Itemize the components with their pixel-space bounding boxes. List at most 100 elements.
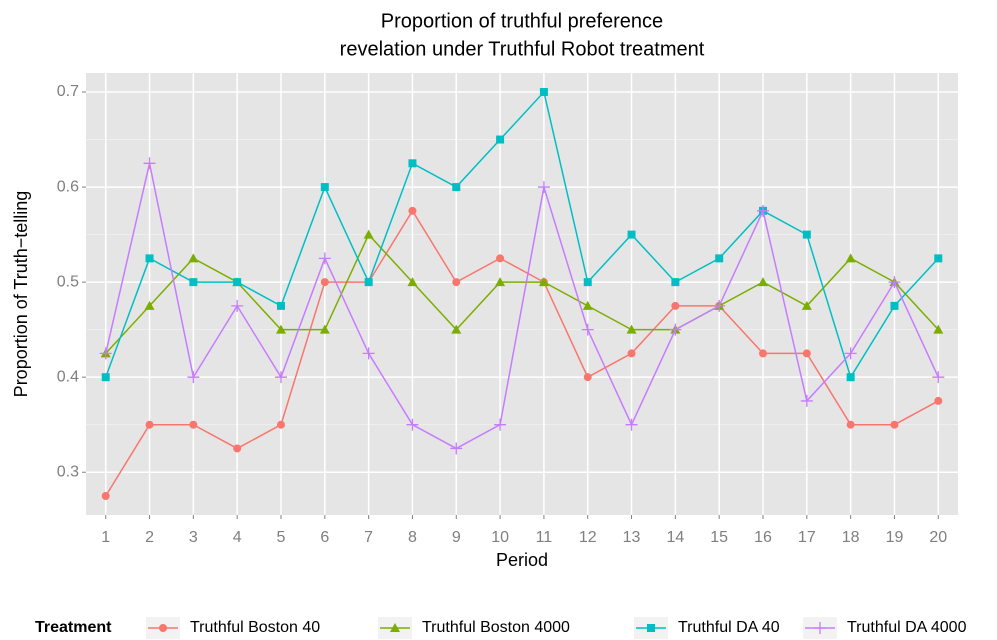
- point: [274, 371, 287, 384]
- point: [101, 373, 110, 382]
- point: [320, 278, 329, 287]
- point: [759, 349, 768, 358]
- x-tick-label: 9: [452, 529, 461, 546]
- x-tick-label: 14: [666, 529, 684, 546]
- point: [846, 373, 855, 382]
- point: [890, 420, 899, 429]
- point: [233, 278, 242, 287]
- point: [583, 373, 592, 382]
- point: [496, 254, 505, 263]
- x-tick-label: 5: [277, 529, 286, 546]
- point: [187, 371, 200, 384]
- series-line: [105, 90, 939, 379]
- chart-title: Proportion of truthful preference: [381, 10, 663, 32]
- point: [319, 324, 330, 334]
- x-axis-label: Period: [496, 550, 548, 570]
- point: [496, 135, 505, 144]
- point: [363, 229, 374, 239]
- point: [846, 420, 855, 429]
- point: [101, 491, 110, 500]
- point: [802, 230, 811, 239]
- point: [233, 444, 242, 453]
- point: [275, 324, 286, 334]
- legend-label: Truthful DA 4000: [847, 619, 967, 636]
- x-tick-label: 4: [233, 529, 242, 546]
- point: [801, 300, 812, 310]
- point: [451, 324, 462, 334]
- point: [626, 324, 637, 334]
- point: [758, 277, 769, 287]
- point: [231, 299, 244, 312]
- series-line: [105, 209, 939, 497]
- point: [934, 254, 943, 263]
- point: [932, 371, 945, 384]
- x-tick-label: 15: [710, 529, 728, 546]
- x-tick-label: 17: [798, 529, 816, 546]
- point: [669, 323, 682, 336]
- point: [408, 159, 417, 168]
- legend-title: Treatment: [35, 619, 112, 636]
- y-axis-label: Proportion of Truth−telling: [11, 191, 31, 398]
- point: [625, 418, 638, 431]
- x-tick-label: 8: [408, 529, 417, 546]
- point: [890, 301, 899, 310]
- point: [537, 181, 550, 194]
- point: [364, 278, 373, 287]
- point: [671, 301, 680, 310]
- point: [406, 418, 419, 431]
- point: [582, 300, 593, 310]
- x-tick-label: 16: [754, 529, 772, 546]
- point: [144, 300, 155, 310]
- point: [452, 278, 461, 287]
- point: [99, 347, 112, 360]
- y-tick-label: 0.3: [57, 463, 79, 480]
- point: [800, 394, 813, 407]
- y-tick-label: 0.7: [57, 83, 79, 100]
- point: [934, 396, 943, 405]
- x-tick-label: 11: [536, 529, 553, 546]
- point: [539, 88, 548, 97]
- point: [671, 278, 680, 287]
- point: [495, 277, 506, 287]
- x-tick-label: 6: [320, 529, 329, 546]
- point: [143, 157, 156, 170]
- point: [802, 349, 811, 358]
- point: [757, 204, 770, 217]
- y-tick-label: 0.5: [57, 273, 79, 290]
- point: [581, 323, 594, 336]
- point: [845, 253, 856, 263]
- x-tick-label: 3: [189, 529, 198, 546]
- x-tick-label: 18: [842, 529, 860, 546]
- x-tick-label: 10: [491, 529, 509, 546]
- legend-key-marker: [814, 622, 826, 634]
- point: [145, 254, 154, 263]
- point: [715, 254, 724, 263]
- point: [318, 252, 331, 265]
- point: [452, 183, 461, 192]
- series-line: [105, 233, 939, 354]
- legend-key-marker: [159, 624, 167, 632]
- point: [538, 277, 549, 287]
- point: [583, 278, 592, 287]
- x-tick-label: 2: [145, 529, 154, 546]
- point: [494, 418, 507, 431]
- y-tick-label: 0.6: [57, 178, 79, 195]
- point: [450, 442, 463, 455]
- legend-key-marker: [647, 624, 655, 632]
- legend-label: Truthful DA 40: [678, 619, 780, 636]
- point: [888, 276, 901, 289]
- x-tick-label: 13: [623, 529, 641, 546]
- point: [320, 183, 329, 192]
- point: [276, 301, 285, 310]
- point: [189, 278, 198, 287]
- x-tick-label: 12: [579, 529, 597, 546]
- point: [189, 420, 198, 429]
- x-tick-label: 19: [886, 529, 904, 546]
- point: [933, 324, 944, 334]
- point: [276, 420, 285, 429]
- y-tick-label: 0.4: [57, 368, 79, 385]
- x-tick-label: 7: [364, 529, 373, 546]
- point: [713, 299, 726, 312]
- legend-label: Truthful Boston 4000: [422, 619, 570, 636]
